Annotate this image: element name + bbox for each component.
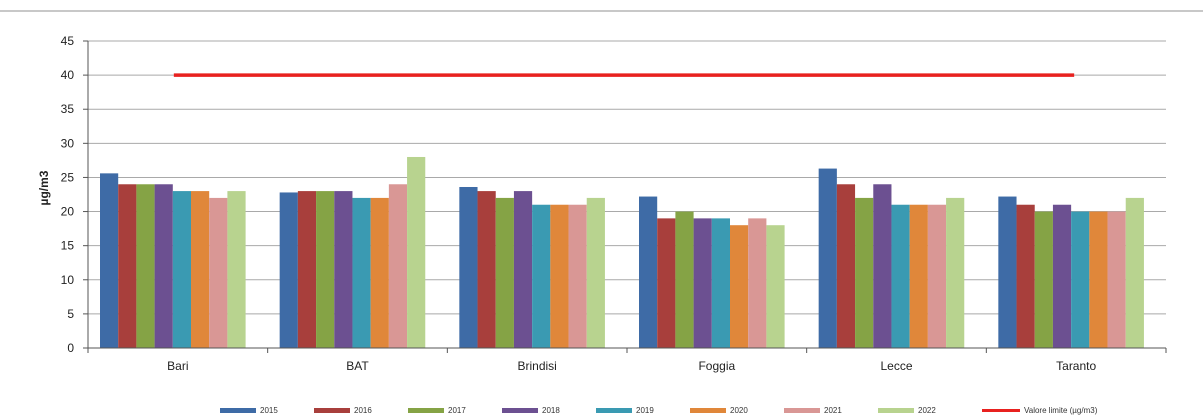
bar bbox=[818, 168, 837, 348]
bar bbox=[550, 204, 569, 348]
bar bbox=[407, 156, 426, 348]
y-tick-label: 20 bbox=[61, 205, 75, 219]
bar bbox=[568, 204, 587, 348]
bar bbox=[1089, 211, 1108, 348]
bar bbox=[675, 211, 694, 348]
bar bbox=[191, 191, 210, 348]
x-axis-categories: Bari BAT Brindisi Foggia Lecce Taranto bbox=[167, 359, 1096, 373]
bar bbox=[513, 191, 533, 348]
legend-swatch bbox=[690, 408, 726, 413]
bar bbox=[154, 184, 173, 348]
y-tick-label: 15 bbox=[61, 239, 75, 253]
bar bbox=[586, 197, 605, 348]
bar bbox=[657, 218, 676, 348]
bar bbox=[766, 225, 785, 348]
bar bbox=[1071, 211, 1090, 348]
top-rule bbox=[0, 10, 1203, 12]
legend-label: Valore limite (µg/m3) bbox=[1024, 406, 1098, 415]
y-tick-label: 25 bbox=[61, 170, 75, 184]
bar bbox=[639, 196, 658, 348]
bar bbox=[477, 191, 496, 348]
bar bbox=[1125, 197, 1144, 348]
bar bbox=[297, 191, 317, 348]
bar bbox=[532, 204, 551, 348]
gridlines bbox=[88, 40, 1166, 315]
bar bbox=[209, 197, 228, 348]
y-tick-label: 45 bbox=[61, 34, 75, 48]
y-axis-label: µg/m3 bbox=[37, 170, 51, 205]
bar bbox=[370, 197, 389, 348]
x-category-label: Lecce bbox=[880, 359, 912, 373]
legend-swatch bbox=[502, 408, 538, 413]
bar bbox=[334, 191, 353, 348]
legend-label: 2015 bbox=[260, 406, 278, 415]
x-category-label: Bari bbox=[167, 359, 188, 373]
legend-swatch bbox=[878, 408, 914, 413]
legend-label: 2017 bbox=[448, 406, 466, 415]
legend-swatch bbox=[220, 408, 256, 413]
legend-swatch bbox=[596, 408, 632, 413]
legend-label: 2016 bbox=[354, 406, 372, 415]
bar bbox=[909, 204, 928, 348]
x-category-label: Taranto bbox=[1056, 359, 1096, 373]
bar bbox=[388, 184, 408, 348]
y-tick-label: 5 bbox=[67, 307, 74, 321]
bars bbox=[100, 156, 1144, 348]
legend-swatch bbox=[408, 408, 444, 413]
bar bbox=[100, 173, 119, 348]
legend-label: 2020 bbox=[730, 406, 748, 415]
y-tick-label: 35 bbox=[61, 102, 75, 116]
bar bbox=[891, 204, 910, 348]
axes bbox=[83, 40, 1167, 353]
bar bbox=[927, 204, 947, 348]
bar bbox=[836, 184, 856, 348]
y-tick-label: 10 bbox=[61, 273, 75, 287]
bar bbox=[279, 192, 298, 348]
legend-swatch bbox=[784, 408, 820, 413]
x-category-label: BAT bbox=[346, 359, 369, 373]
bar bbox=[316, 191, 335, 348]
legend: 2015 2016 2017 2018 2019 2020 2021 2022 Valore l… bbox=[220, 406, 1098, 415]
bar bbox=[711, 218, 730, 348]
x-category-label: Foggia bbox=[698, 359, 735, 373]
bar bbox=[730, 225, 749, 348]
bar bbox=[946, 197, 965, 348]
y-tick-label: 30 bbox=[61, 136, 75, 150]
x-category-label: Brindisi bbox=[517, 359, 556, 373]
bar bbox=[172, 191, 191, 348]
bar bbox=[873, 184, 892, 348]
y-tick-label: 0 bbox=[67, 341, 74, 355]
bar bbox=[118, 184, 137, 348]
bar bbox=[227, 191, 246, 348]
bar bbox=[1107, 211, 1126, 348]
bar bbox=[1016, 204, 1035, 348]
y-axis-ticks: 0 5 10 15 20 25 30 35 40 45 bbox=[61, 34, 75, 355]
legend-label: 2022 bbox=[918, 406, 936, 415]
legend-swatch bbox=[314, 408, 350, 413]
bar bbox=[1052, 204, 1072, 348]
bar bbox=[1034, 211, 1053, 348]
legend-label: 2019 bbox=[636, 406, 654, 415]
bar bbox=[352, 197, 371, 348]
bar bbox=[748, 218, 767, 348]
legend-label: 2018 bbox=[542, 406, 560, 415]
bar bbox=[495, 197, 514, 348]
legend-label: 2021 bbox=[824, 406, 842, 415]
bar bbox=[855, 197, 874, 348]
bar bbox=[998, 196, 1017, 348]
bar bbox=[459, 186, 478, 348]
bar bbox=[136, 184, 155, 348]
bar bbox=[693, 218, 712, 348]
y-tick-label: 40 bbox=[61, 68, 75, 82]
